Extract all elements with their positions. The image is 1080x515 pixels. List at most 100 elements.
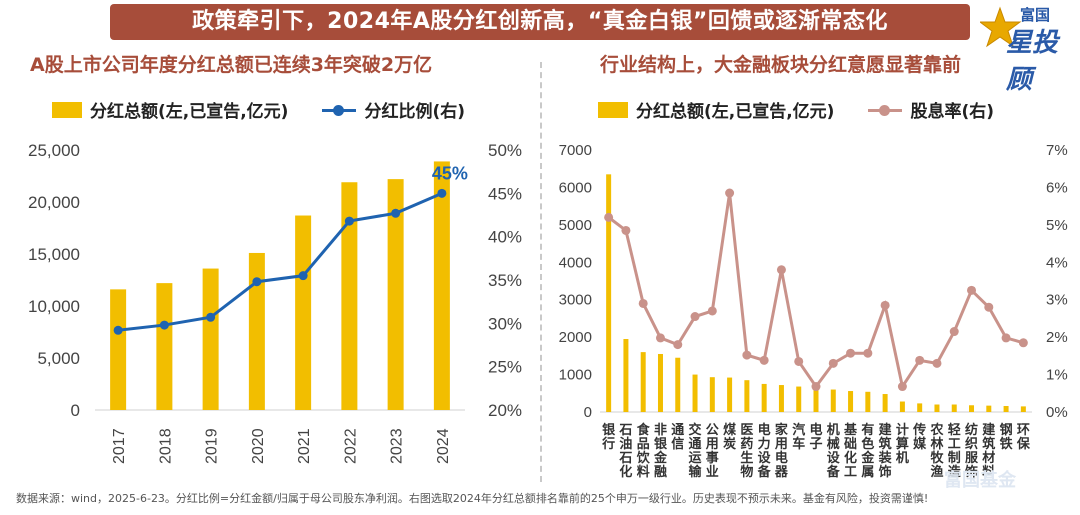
x-tick-label: 建筑材料 <box>982 422 995 479</box>
ratio-point <box>159 320 169 330</box>
left-y-tick: 0 <box>71 401 80 420</box>
right-y-tick: 20% <box>488 401 522 420</box>
left-chart-subtitle: A股上市公司年度分红总额已连续3年突破2万亿 <box>30 54 433 76</box>
bar <box>1003 406 1009 412</box>
right-y-tick: 30% <box>488 314 522 333</box>
x-tick-label: 银行 <box>601 422 616 451</box>
right-y-tick: 1% <box>1046 367 1068 384</box>
right-y-tick: 7% <box>1046 142 1068 159</box>
left-y-tick: 15,000 <box>28 245 80 264</box>
bar <box>986 405 992 412</box>
yield-point <box>915 355 925 365</box>
yield-point <box>690 312 700 322</box>
yield-point <box>621 225 631 235</box>
left-y-tick: 7000 <box>559 142 592 159</box>
bar <box>248 252 265 410</box>
bar <box>796 386 802 412</box>
ratio-point <box>391 208 401 218</box>
bar <box>1020 406 1026 412</box>
right-y-tick: 25% <box>488 358 522 377</box>
left-y-tick: 3000 <box>559 292 592 309</box>
x-tick-label: 医药生物 <box>740 422 753 479</box>
x-tick-label: 有色金属 <box>860 422 875 479</box>
left-y-tick: 0 <box>584 404 592 421</box>
ratio-point <box>344 216 354 226</box>
x-tick-label: 公用事业 <box>705 422 719 479</box>
bar <box>110 289 127 410</box>
left-y-tick: 4000 <box>559 254 592 271</box>
yield-point <box>707 306 717 316</box>
yield-point <box>776 265 786 275</box>
bar <box>606 174 612 412</box>
ratio-point <box>298 271 308 281</box>
legend-line-label: 分红比例(右) <box>364 102 466 122</box>
bar <box>727 377 733 412</box>
yield-point <box>828 358 838 368</box>
x-tick-label: 非银金融 <box>653 422 668 479</box>
logo-line2: 星投顾 <box>1006 28 1059 95</box>
yield-point <box>949 327 959 337</box>
ratio-point <box>113 325 123 335</box>
footer-note: 数据来源：wind，2025-6-23。分红比例=分红金额/归属于母公司股东净利… <box>16 492 929 505</box>
yield-point <box>655 333 665 343</box>
right-chart-subtitle: 行业结构上，大金融板块分红意愿显著靠前 <box>600 54 962 76</box>
left-y-tick: 5000 <box>559 217 592 234</box>
x-tick-label: 食品饮料 <box>636 422 651 479</box>
yield-point <box>742 350 752 360</box>
bar <box>882 394 888 412</box>
right-y-tick: 45% <box>488 184 522 203</box>
bar <box>156 283 173 410</box>
left-y-tick: 25,000 <box>28 141 80 160</box>
x-tick-label: 计算机 <box>896 422 909 465</box>
bar <box>709 377 715 412</box>
left-chart: 0 5,000 10,000 15,000 20,000 25,000 20% 25% 30% 3… <box>28 141 522 464</box>
yield-point <box>725 188 735 198</box>
left-y-tick: 1000 <box>559 367 592 384</box>
right-y-tick: 4% <box>1046 254 1068 271</box>
watermark: 富国基金 <box>944 470 1016 491</box>
right-y-tick: 5% <box>1046 217 1068 234</box>
bar <box>865 391 871 412</box>
bar <box>675 357 681 412</box>
x-tick-label: 环保 <box>1016 422 1031 451</box>
bar <box>830 389 836 412</box>
x-tick-label: 电力设备 <box>757 422 772 479</box>
left-y-tick: 2000 <box>559 329 592 346</box>
bar <box>969 405 975 412</box>
x-tick-label: 电子 <box>809 422 822 451</box>
x-tick-label: 建筑装饰 <box>878 422 892 479</box>
x-tick-label: 纺织服饰 <box>965 422 979 479</box>
brand-logo: 富国 星投顾 <box>980 2 1072 95</box>
yield-point <box>984 302 994 312</box>
x-tick-label: 2020 <box>250 428 267 464</box>
x-tick-label: 2017 <box>111 428 128 464</box>
bar <box>295 215 312 410</box>
x-tick-label: 2022 <box>342 428 359 464</box>
bar <box>387 179 404 410</box>
right-y-tick: 6% <box>1046 179 1068 196</box>
right-chart: 0 1000 2000 3000 4000 5000 6000 7000 0% 1% 2% 3% 4% 5… <box>559 142 1068 479</box>
x-tick-label: 机械设备 <box>826 422 841 479</box>
yield-point <box>1018 338 1028 348</box>
x-tick-label: 石油石化 <box>618 422 632 479</box>
left-y-tick: 6000 <box>559 179 592 196</box>
right-y-tick: 50% <box>488 141 522 160</box>
bar <box>202 268 219 410</box>
legend-line-swatch <box>868 102 903 118</box>
x-tick-label: 2024 <box>435 428 452 464</box>
legend-bar-swatch <box>598 101 628 118</box>
legend-line-label: 股息率(右) <box>910 102 995 122</box>
yield-point <box>638 298 648 308</box>
yield-point <box>880 300 890 310</box>
bar <box>640 352 646 412</box>
x-tick-label: 汽车 <box>792 422 805 451</box>
right-y-tick: 3% <box>1046 292 1068 309</box>
bar <box>951 404 957 412</box>
x-tick-label: 钢铁 <box>999 422 1013 451</box>
legend-bar-label: 分红总额(左,已宣告,亿元) <box>636 102 835 122</box>
x-tick-label: 通信 <box>671 422 684 451</box>
right-chart-legend: 分红总额(左,已宣告,亿元) 股息率(右) <box>598 97 994 122</box>
x-tick-label: 农林牧渔 <box>929 422 944 479</box>
bar <box>341 182 358 410</box>
yield-point <box>794 356 804 366</box>
